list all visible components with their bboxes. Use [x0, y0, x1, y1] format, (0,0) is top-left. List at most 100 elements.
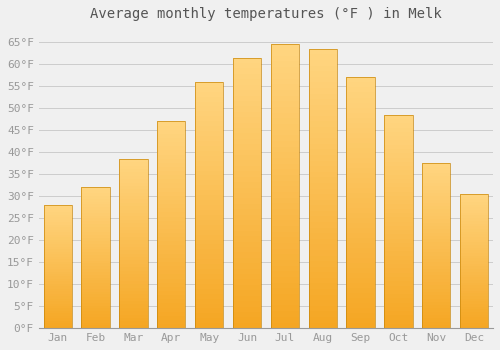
Bar [233, 274, 261, 280]
Bar [460, 290, 488, 293]
Bar [233, 74, 261, 79]
Bar [195, 116, 224, 121]
Bar [422, 239, 450, 243]
Bar [44, 281, 72, 284]
Bar [119, 240, 148, 244]
Bar [422, 176, 450, 180]
Bar [157, 245, 186, 250]
Bar [422, 199, 450, 203]
Bar [308, 88, 337, 93]
Bar [422, 279, 450, 282]
Bar [460, 205, 488, 208]
Bar [82, 286, 110, 289]
Bar [308, 256, 337, 261]
Bar [44, 205, 72, 328]
Bar [233, 69, 261, 74]
Bar [384, 315, 412, 320]
Bar [346, 153, 375, 158]
Bar [308, 60, 337, 65]
Bar [384, 179, 412, 183]
Bar [157, 154, 186, 159]
Bar [384, 153, 412, 158]
Bar [44, 254, 72, 257]
Bar [308, 306, 337, 312]
Bar [270, 44, 299, 50]
Bar [346, 273, 375, 278]
Bar [82, 289, 110, 292]
Bar [233, 236, 261, 242]
Bar [157, 200, 186, 204]
Bar [44, 301, 72, 303]
Bar [308, 300, 337, 306]
Bar [119, 206, 148, 210]
Bar [270, 130, 299, 135]
Bar [157, 279, 186, 283]
Bar [44, 311, 72, 313]
Bar [233, 280, 261, 285]
Bar [308, 239, 337, 244]
Bar [384, 264, 412, 268]
Bar [157, 283, 186, 287]
Bar [308, 172, 337, 177]
Bar [384, 183, 412, 187]
Bar [44, 215, 72, 217]
Bar [422, 275, 450, 279]
Bar [195, 318, 224, 323]
Bar [195, 166, 224, 170]
Bar [384, 303, 412, 307]
Bar [422, 292, 450, 295]
Bar [119, 278, 148, 281]
Bar [346, 103, 375, 107]
Bar [384, 145, 412, 149]
Bar [44, 323, 72, 326]
Bar [308, 323, 337, 328]
Bar [308, 317, 337, 323]
Bar [119, 199, 148, 203]
Bar [384, 192, 412, 196]
Bar [422, 289, 450, 292]
Bar [270, 260, 299, 266]
Bar [346, 298, 375, 303]
Bar [270, 124, 299, 130]
Bar [195, 126, 224, 131]
Bar [195, 200, 224, 205]
Bar [157, 291, 186, 295]
Bar [195, 92, 224, 97]
Bar [157, 142, 186, 146]
Bar [157, 303, 186, 308]
Bar [119, 260, 148, 264]
Bar [157, 295, 186, 299]
Bar [82, 213, 110, 216]
Bar [82, 326, 110, 328]
Bar [460, 312, 488, 315]
Bar [384, 204, 412, 209]
Bar [195, 180, 224, 185]
Bar [82, 292, 110, 294]
Bar [44, 279, 72, 281]
Bar [308, 312, 337, 317]
Bar [157, 212, 186, 217]
Bar [44, 294, 72, 296]
Bar [422, 266, 450, 269]
Bar [346, 133, 375, 138]
Bar [195, 195, 224, 200]
Bar [119, 233, 148, 237]
Bar [346, 278, 375, 283]
Bar [195, 190, 224, 195]
Bar [157, 316, 186, 320]
Bar [119, 237, 148, 240]
Bar [422, 167, 450, 170]
Bar [346, 173, 375, 178]
Bar [119, 166, 148, 169]
Bar [119, 216, 148, 220]
Bar [384, 320, 412, 324]
Bar [195, 259, 224, 264]
Bar [119, 267, 148, 271]
Bar [270, 226, 299, 232]
Bar [384, 247, 412, 251]
Bar [233, 58, 261, 328]
Bar [82, 193, 110, 196]
Bar [460, 194, 488, 197]
Bar [346, 243, 375, 248]
Bar [460, 216, 488, 218]
